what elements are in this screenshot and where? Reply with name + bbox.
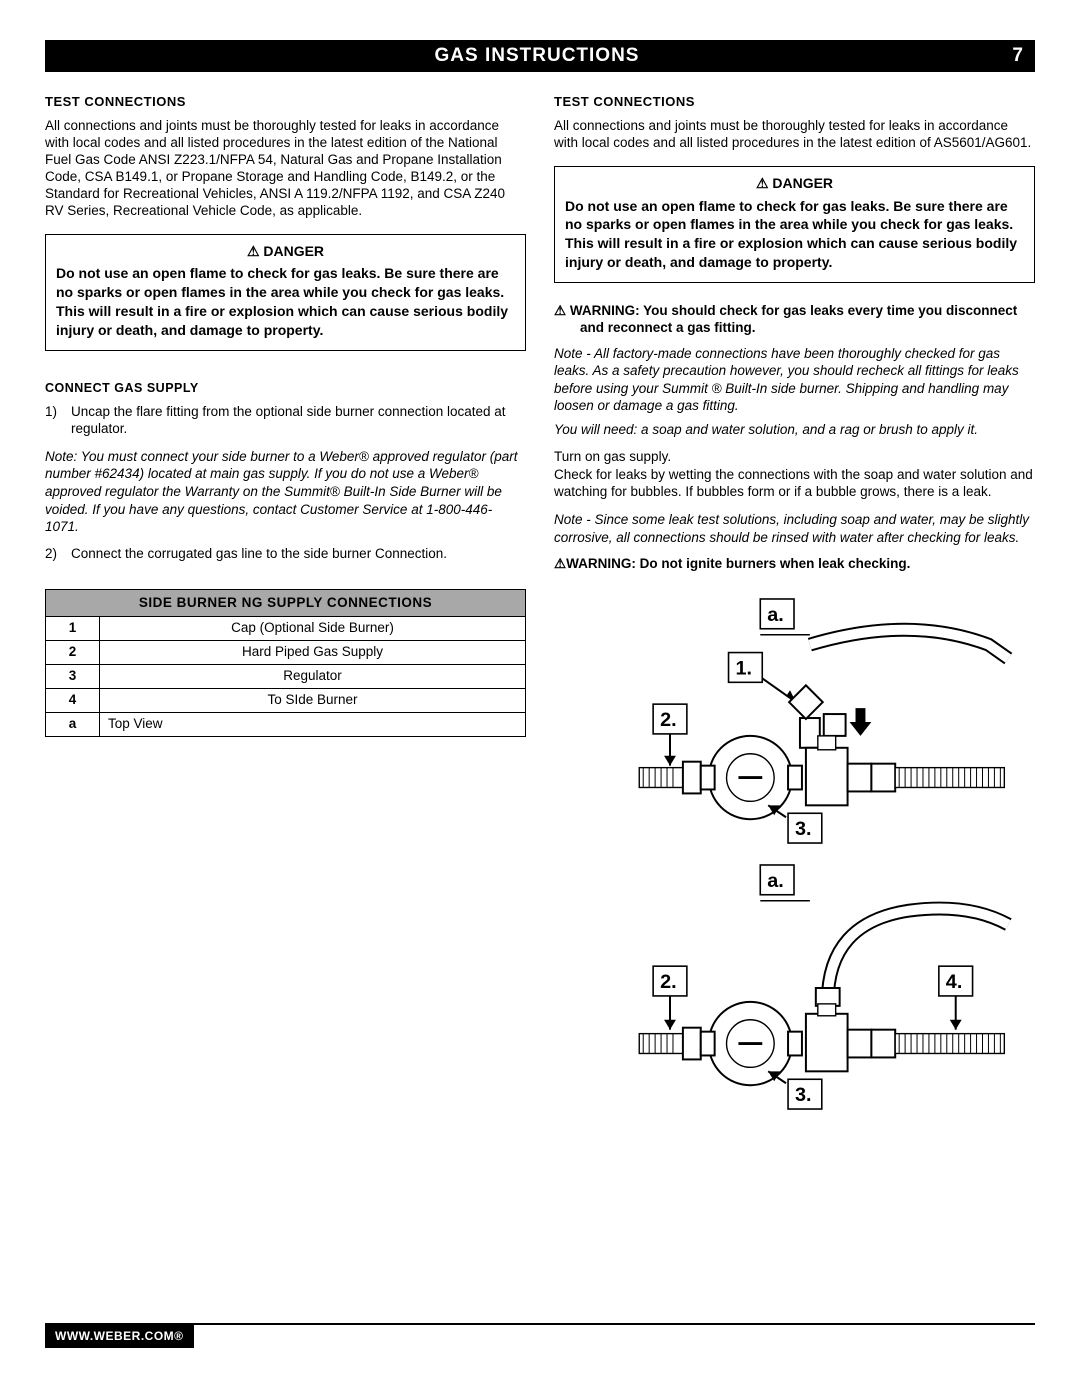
table-key: 2 <box>46 641 100 665</box>
table-value: Top View <box>100 712 526 736</box>
d2-label-4: 4. <box>945 971 962 993</box>
page-number: 7 <box>989 44 1029 68</box>
step-2: 2) Connect the corrugated gas line to th… <box>45 546 526 563</box>
danger-head-left: ⚠ DANGER <box>56 243 515 261</box>
table-value: Hard Piped Gas Supply <box>100 641 526 665</box>
table-key: 3 <box>46 665 100 689</box>
note-rinse: Note - Since some leak test solutions, i… <box>554 511 1035 546</box>
danger-box-right: ⚠ DANGER Do not use an open flame to che… <box>554 166 1035 283</box>
note-need: You will need: a soap and water solution… <box>554 421 1035 439</box>
d2-label-2: 2. <box>660 971 677 993</box>
right-column: Test Connections All connections and joi… <box>554 94 1035 1113</box>
diagrams: a. 1. 2. <box>554 597 1035 1113</box>
table-value: To SIde Burner <box>100 689 526 713</box>
note-regulator: Note: You must connect your side burner … <box>45 448 526 536</box>
step-1: 1) Uncap the flare fitting from the opti… <box>45 404 526 438</box>
table-key: 4 <box>46 689 100 713</box>
page-title: GAS INSTRUCTIONS <box>85 44 989 68</box>
warning-no-ignite: ⚠WARNING: Do not ignite burners when lea… <box>554 556 1035 573</box>
footer-url: WWW.WEBER.COM® <box>45 1325 194 1348</box>
note-factory: Note - All factory-made connections have… <box>554 345 1035 415</box>
table-key: 1 <box>46 617 100 641</box>
header-bar: GAS INSTRUCTIONS 7 <box>45 40 1035 72</box>
test-connections-head-right: Test Connections <box>554 94 1035 110</box>
step-2-num: 2) <box>45 546 71 563</box>
table-row: 4To SIde Burner <box>46 689 526 713</box>
d1-label-3: 3. <box>795 818 812 840</box>
d1-label-a: a. <box>767 604 784 626</box>
diagram-top-2: a. 2. <box>560 863 1030 1113</box>
supply-connections-table: SIDE BURNER NG SUPPLY CONNECTIONS 1Cap (… <box>45 589 526 737</box>
turn-on-gas: Turn on gas supply. <box>554 449 1035 466</box>
d1-label-1: 1. <box>735 658 752 680</box>
danger-head-right: ⚠ DANGER <box>565 175 1024 193</box>
d2-label-a: a. <box>767 870 784 892</box>
test-connections-body-right: All connections and joints must be thoro… <box>554 118 1035 152</box>
danger-body-left: Do not use an open flame to check for ga… <box>56 264 515 340</box>
test-connections-head-left: Test Connections <box>45 94 526 110</box>
diagram-top-1: a. 1. 2. <box>560 597 1030 847</box>
test-connections-body-left: All connections and joints must be thoro… <box>45 118 526 219</box>
footer: WWW.WEBER.COM® <box>45 1323 1035 1348</box>
danger-body-right: Do not use an open flame to check for ga… <box>565 197 1024 273</box>
step-2-text: Connect the corrugated gas line to the s… <box>71 546 447 563</box>
table-row: 3Regulator <box>46 665 526 689</box>
check-for-leaks: Check for leaks by wetting the connectio… <box>554 467 1035 501</box>
table-row: aTop View <box>46 712 526 736</box>
step-1-text: Uncap the flare fitting from the optiona… <box>71 404 526 438</box>
table-row: 1Cap (Optional Side Burner) <box>46 617 526 641</box>
left-column: Test Connections All connections and joi… <box>45 94 526 1113</box>
table-title: SIDE BURNER NG SUPPLY CONNECTIONS <box>46 589 526 617</box>
table-key: a <box>46 712 100 736</box>
table-value: Cap (Optional Side Burner) <box>100 617 526 641</box>
warning-check-leaks: ⚠ WARNING: You should check for gas leak… <box>554 303 1035 337</box>
danger-box-left: ⚠ DANGER Do not use an open flame to che… <box>45 234 526 351</box>
table-row: 2Hard Piped Gas Supply <box>46 641 526 665</box>
table-value: Regulator <box>100 665 526 689</box>
d1-label-2: 2. <box>660 709 677 731</box>
step-1-num: 1) <box>45 404 71 438</box>
d2-label-3: 3. <box>795 1084 812 1106</box>
connect-gas-head: Connect Gas Supply <box>45 381 526 397</box>
